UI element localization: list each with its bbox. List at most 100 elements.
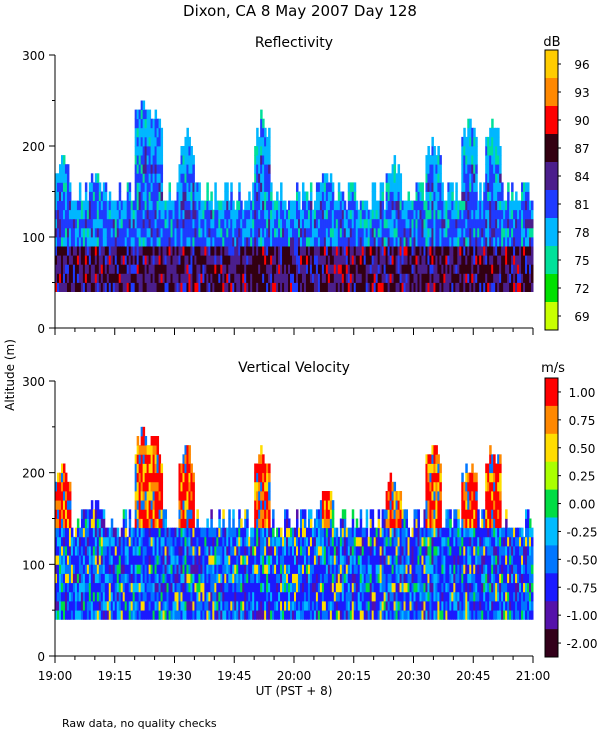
heatmap-cell [321, 282, 325, 292]
heatmap-cell [469, 200, 472, 211]
heatmap-cell [501, 255, 504, 265]
heatmap-cell [337, 182, 341, 192]
heatmap-cell [493, 155, 496, 165]
heatmap-cell [56, 472, 60, 483]
heatmap-cell [357, 209, 361, 220]
heatmap-cell [154, 246, 158, 256]
heatmap-cell [254, 546, 257, 556]
heatmap-cell [517, 200, 520, 211]
heatmap-cell [290, 601, 293, 611]
heatmap-cell [250, 246, 253, 256]
heatmap-cell [427, 264, 430, 274]
heatmap-cell [88, 182, 92, 192]
heatmap-cell [58, 564, 62, 574]
heatmap-cell [86, 255, 90, 265]
heatmap-cell [204, 591, 207, 602]
heatmap-cell [469, 182, 472, 192]
heatmap-cell [206, 527, 209, 538]
heatmap-cell [114, 546, 118, 556]
heatmap-cell [515, 209, 518, 220]
heatmap-cell [108, 246, 112, 256]
heatmap-cell [100, 610, 104, 620]
heatmap-cell [299, 255, 303, 265]
heatmap-cell [126, 200, 130, 211]
heatmap-cell [180, 546, 183, 556]
heatmap-cell [305, 209, 309, 220]
heatmap-cell [76, 527, 80, 538]
heatmap-cell [156, 127, 160, 138]
heatmap-cell [262, 237, 265, 247]
colorbar-label: 75 [574, 254, 589, 268]
heatmap-cell [68, 509, 72, 519]
heatmap-cell [260, 227, 263, 238]
heatmap-cell [365, 273, 369, 283]
heatmap-cell [92, 555, 96, 565]
heatmap-cell [469, 255, 472, 265]
heatmap-cell [194, 582, 197, 593]
heatmap-cell [455, 264, 458, 274]
heatmap-cell [413, 237, 416, 247]
heatmap-cell [136, 436, 140, 446]
heatmap-cell [180, 164, 183, 174]
heatmap-cell [481, 264, 484, 274]
heatmap-cell [138, 500, 142, 510]
heatmap-cell [184, 191, 187, 201]
heatmap-cell [280, 601, 283, 611]
heatmap-cell [260, 610, 263, 620]
heatmap-cell [140, 445, 144, 455]
heatmap-cell [266, 546, 269, 556]
heatmap-cell [172, 564, 175, 574]
heatmap-cell [254, 582, 257, 593]
heatmap-cell [337, 546, 341, 556]
heatmap-cell [461, 200, 464, 211]
heatmap-cell [258, 227, 261, 238]
heatmap-cell [505, 237, 508, 247]
heatmap-cell [180, 209, 183, 220]
heatmap-cell [228, 518, 231, 529]
heatmap-cell [307, 555, 311, 565]
heatmap-cell [264, 200, 267, 211]
heatmap-cell [315, 191, 319, 201]
heatmap-cell [441, 209, 444, 220]
heatmap-cell [160, 573, 164, 584]
heatmap-cell [262, 564, 265, 574]
heatmap-cell [335, 264, 339, 274]
heatmap-cell [78, 264, 82, 274]
heatmap-cell [78, 255, 82, 265]
heatmap-cell [60, 164, 64, 174]
heatmap-cell [262, 191, 265, 201]
heatmap-cell [210, 555, 213, 565]
heatmap-cell [246, 218, 249, 229]
heatmap-cell [266, 591, 269, 602]
heatmap-cell [319, 500, 323, 510]
heatmap-cell [329, 546, 333, 556]
heatmap-cell [90, 273, 94, 283]
heatmap-cell [435, 209, 438, 220]
heatmap-cell [66, 591, 70, 602]
heatmap-cell [56, 536, 60, 547]
heatmap-cell [60, 564, 64, 574]
heatmap-cell [266, 518, 269, 529]
heatmap-cell [134, 191, 138, 201]
heatmap-cell [236, 246, 239, 256]
heatmap-cell [138, 472, 142, 483]
heatmap-cell [369, 264, 373, 274]
heatmap-cell [80, 601, 84, 611]
heatmap-cell [349, 573, 353, 584]
heatmap-cell [341, 209, 345, 220]
heatmap-cell [142, 454, 146, 464]
heatmap-cell [164, 237, 168, 247]
heatmap-cell [270, 218, 273, 229]
heatmap-cell [413, 209, 416, 220]
heatmap-cell [150, 591, 154, 602]
heatmap-cell [222, 582, 225, 593]
heatmap-cell [266, 582, 269, 593]
heatmap-cell [319, 273, 323, 283]
heatmap-cell [341, 591, 345, 602]
heatmap-cell [122, 227, 126, 238]
heatmap-cell [60, 191, 64, 201]
heatmap-cell [529, 282, 532, 292]
heatmap-cell [244, 536, 247, 547]
heatmap-cell [130, 564, 134, 574]
heatmap-cell [204, 273, 207, 283]
